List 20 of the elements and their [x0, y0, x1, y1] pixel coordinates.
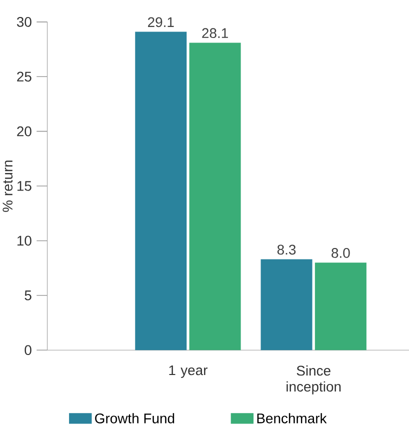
y-tick-label: 15: [17, 181, 32, 191]
bar: [314, 262, 366, 350]
bar: [189, 42, 241, 350]
legend-label: Benchmark: [257, 413, 327, 424]
y-tick-label: 0: [24, 345, 32, 356]
data-label: 28.1: [202, 28, 228, 38]
x-tick-label: Since inception: [286, 365, 341, 394]
data-label: 29.1: [148, 17, 174, 28]
legend-label: Growth Fund: [95, 413, 174, 424]
data-label: 8.0: [332, 248, 350, 258]
y-tick-label: 5: [24, 290, 32, 300]
y-tick-label: 20: [17, 126, 32, 136]
y-tick-label: 10: [17, 236, 32, 246]
bar: [260, 259, 312, 350]
bar: [135, 32, 187, 350]
y-tick-label: 30: [16, 17, 32, 27]
x-tick-label: 1 year: [169, 365, 208, 378]
y-axis-title: % return: [2, 160, 13, 212]
data-label: 8.3: [277, 244, 296, 255]
y-tick-label: 25: [17, 72, 32, 82]
